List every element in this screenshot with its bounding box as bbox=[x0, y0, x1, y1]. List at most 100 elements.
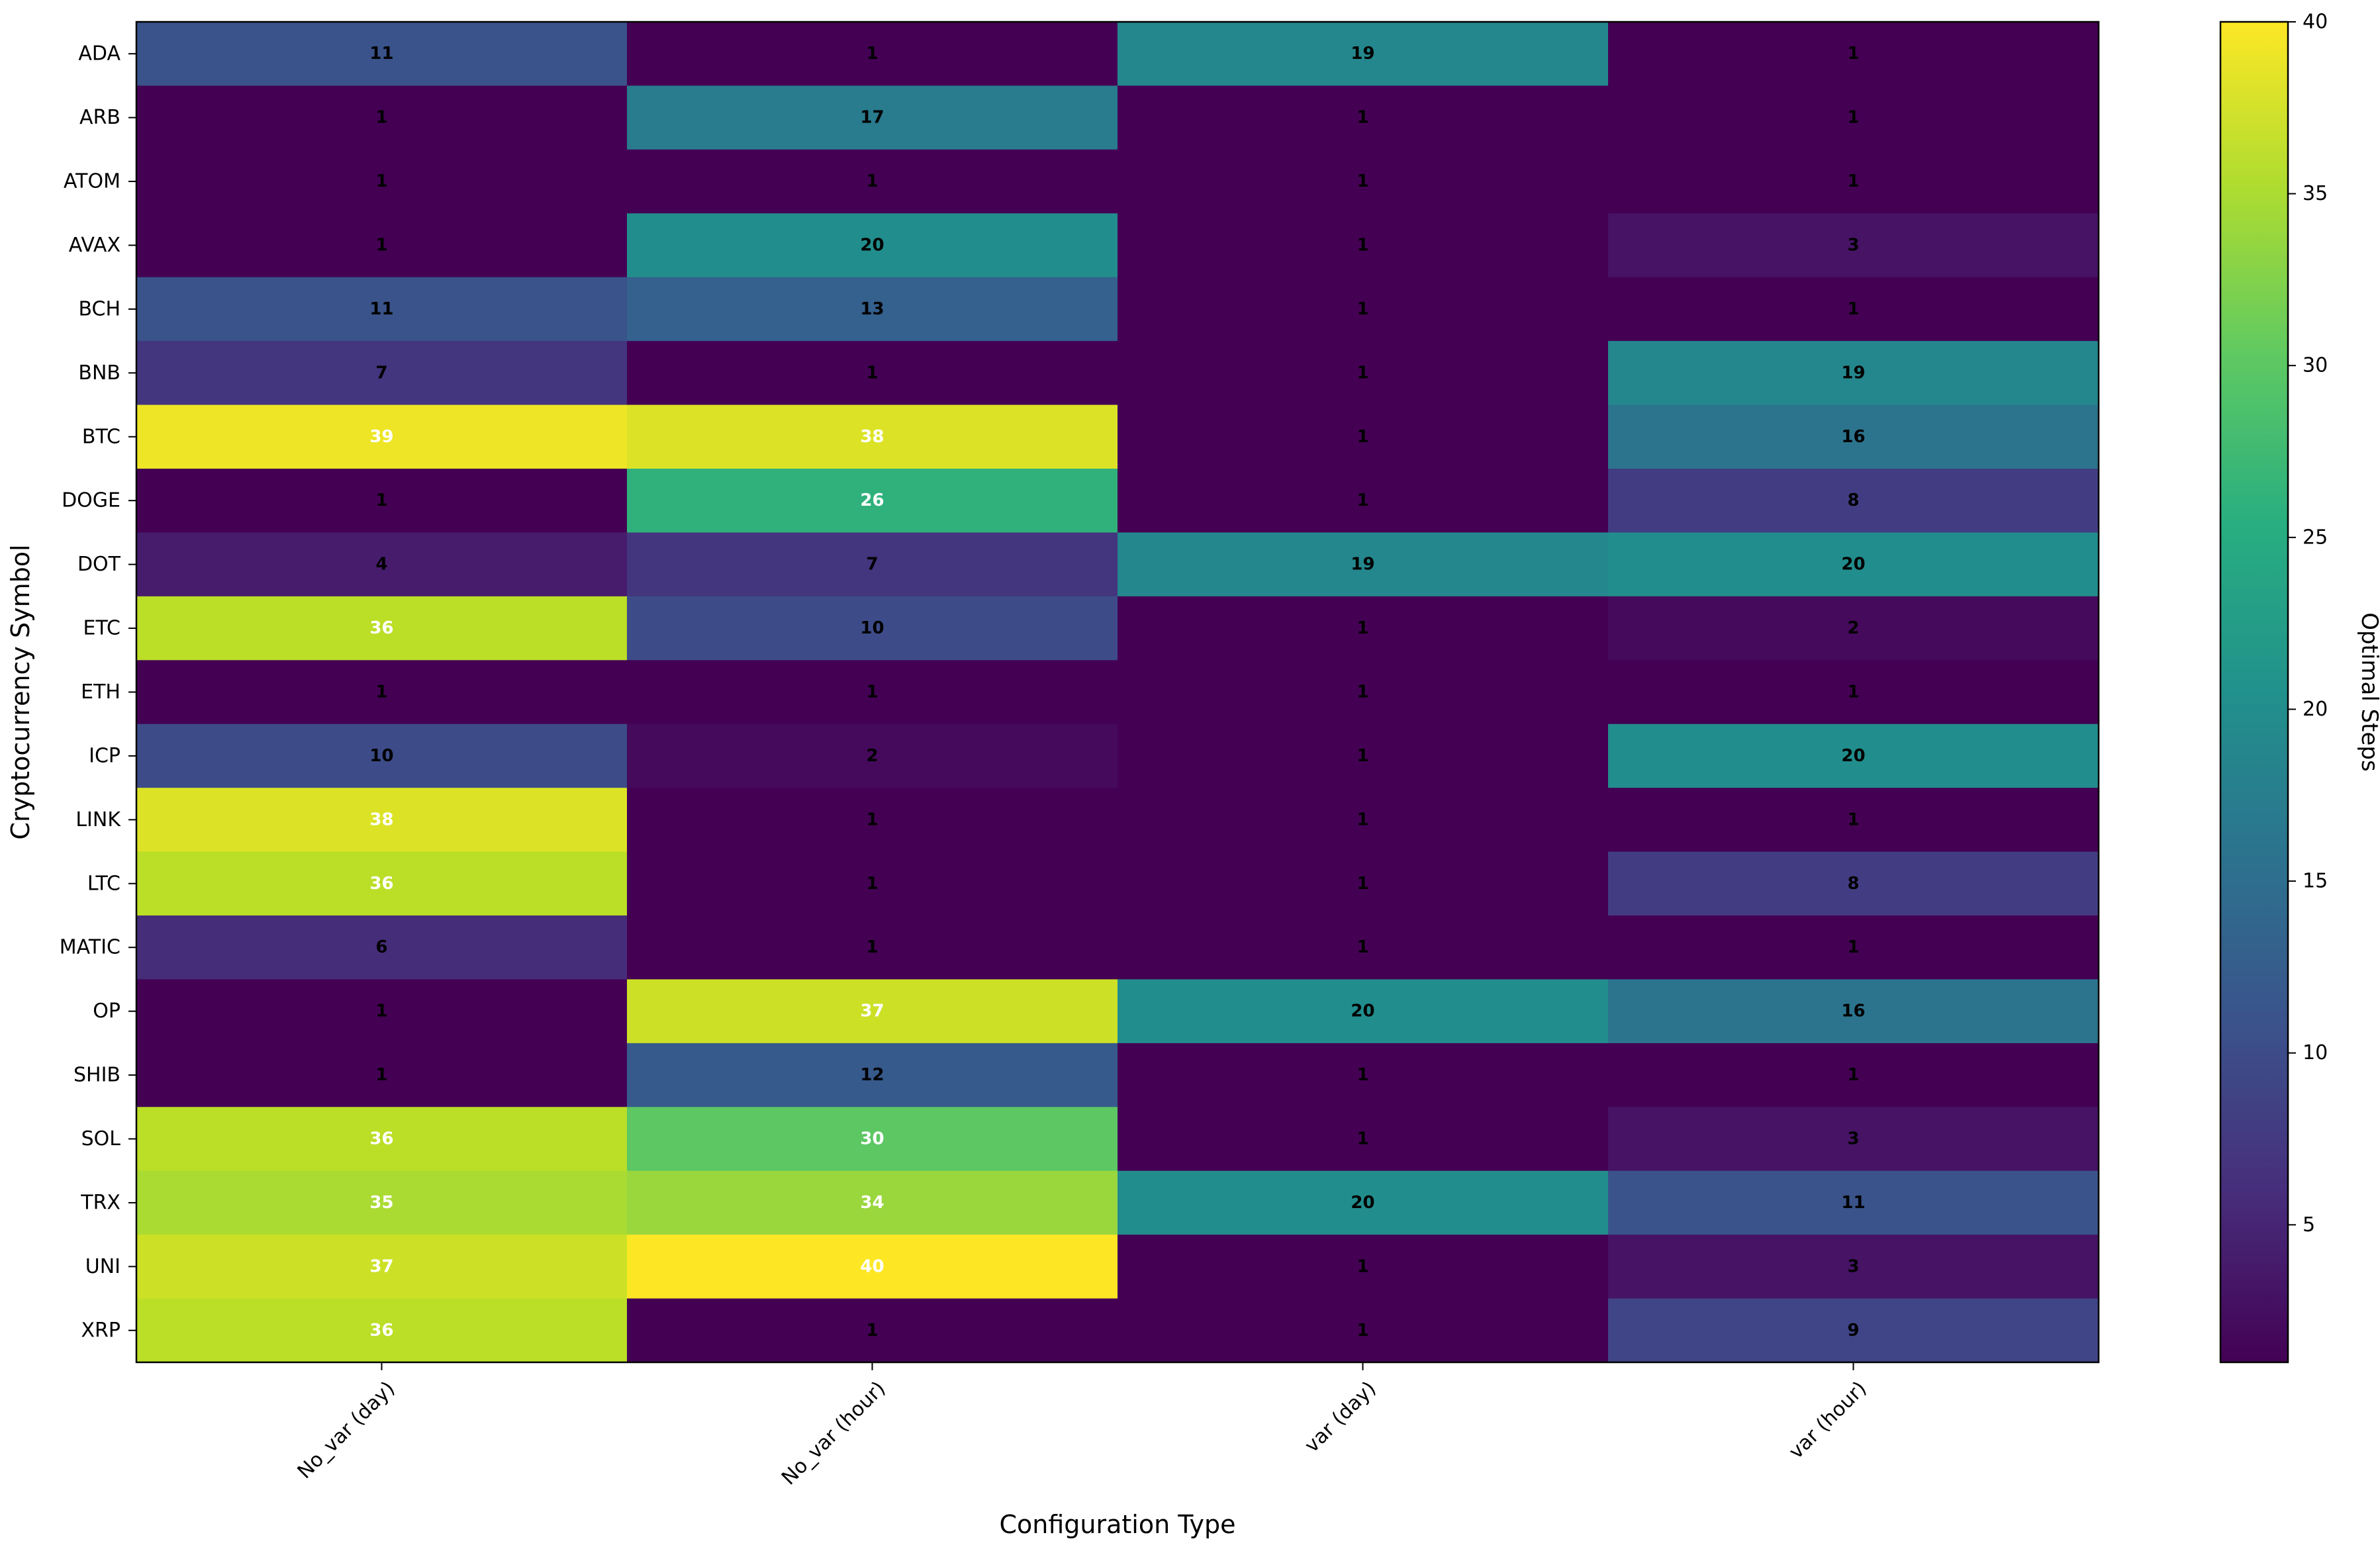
cell-value-label: 9 bbox=[1847, 1321, 1859, 1340]
cell-value-label: 39 bbox=[369, 427, 393, 447]
heatmap-cell bbox=[1118, 277, 1609, 342]
colorbar-tick-label: 20 bbox=[2303, 698, 2328, 721]
cell-value-label: 19 bbox=[1841, 363, 1865, 383]
cell-value-label: 1 bbox=[375, 682, 387, 702]
cell-value-label: 3 bbox=[1847, 236, 1859, 256]
heatmap-cell bbox=[1118, 979, 1609, 1044]
heatmap-cell bbox=[136, 1043, 628, 1107]
cell-value-label: 1 bbox=[1847, 810, 1859, 829]
cell-value-label: 1 bbox=[375, 1002, 387, 1021]
cell-value-label: 1 bbox=[866, 874, 878, 894]
cell-value-label: 1 bbox=[1847, 937, 1859, 957]
cell-value-label: 10 bbox=[369, 746, 393, 766]
heatmap-cell bbox=[627, 1043, 1118, 1107]
heatmap-cell bbox=[1118, 213, 1609, 278]
cell-value-label: 1 bbox=[1357, 1129, 1368, 1149]
cell-value-label: 40 bbox=[860, 1256, 884, 1276]
cell-value-label: 38 bbox=[860, 427, 884, 447]
cell-value-label: 1 bbox=[866, 44, 878, 64]
heatmap-cell bbox=[627, 532, 1118, 597]
heatmap-cell bbox=[136, 149, 628, 214]
cell-value-label: 3 bbox=[1847, 1129, 1859, 1149]
heatmap-cell bbox=[136, 979, 628, 1044]
cell-value-label: 7 bbox=[866, 555, 878, 575]
heatmap-cell bbox=[1118, 149, 1609, 214]
heatmap-cell bbox=[1608, 596, 2099, 661]
cell-value-label: 1 bbox=[1357, 171, 1368, 191]
y-tick-label: TRX bbox=[80, 1191, 120, 1214]
heatmap-cell bbox=[1608, 788, 2099, 853]
cell-value-label: 1 bbox=[1357, 810, 1368, 829]
heatmap-cell bbox=[136, 915, 628, 980]
cell-value-label: 1 bbox=[866, 363, 878, 383]
x-tick-label: var (hour) bbox=[1785, 1377, 1872, 1464]
heatmap-cell bbox=[627, 1170, 1118, 1235]
heatmap-cell bbox=[136, 788, 628, 853]
heatmap-cell bbox=[1608, 341, 2099, 406]
heatmap-cell bbox=[1608, 213, 2099, 278]
colorbar-tick-label: 30 bbox=[2303, 354, 2328, 377]
cell-value-label: 6 bbox=[375, 937, 387, 957]
y-tick-label: DOGE bbox=[62, 489, 120, 512]
cell-value-label: 1 bbox=[1847, 44, 1859, 64]
heatmap-cell bbox=[627, 788, 1118, 853]
heatmap-cell bbox=[1608, 1043, 2099, 1107]
cell-value-label: 2 bbox=[1847, 618, 1859, 638]
y-tick-label: BTC bbox=[82, 425, 120, 448]
cell-value-label: 1 bbox=[1357, 746, 1368, 766]
heatmap-cell bbox=[627, 404, 1118, 469]
cell-value-label: 36 bbox=[369, 618, 393, 638]
y-tick-label: AVAX bbox=[69, 234, 120, 257]
colorbar-tick-label: 40 bbox=[2303, 11, 2328, 34]
y-tick-label: BCH bbox=[78, 297, 120, 320]
x-tick-label: No_var (day) bbox=[293, 1377, 400, 1483]
cell-value-label: 1 bbox=[375, 1065, 387, 1085]
heatmap-cell bbox=[136, 660, 628, 725]
cell-value-label: 12 bbox=[860, 1065, 884, 1085]
y-tick-label: LINK bbox=[75, 808, 121, 831]
colorbar-tick-label: 15 bbox=[2303, 870, 2328, 893]
y-tick-label: ADA bbox=[78, 42, 120, 66]
heatmap-cell bbox=[136, 341, 628, 406]
heatmap-cell bbox=[1608, 1235, 2099, 1299]
cell-value-label: 20 bbox=[1351, 1002, 1374, 1021]
cell-value-label: 1 bbox=[866, 682, 878, 702]
heatmap-cell bbox=[627, 915, 1118, 980]
y-tick-label: SHIB bbox=[73, 1064, 120, 1087]
cell-value-label: 1 bbox=[1357, 874, 1368, 894]
x-tick-label: var (day) bbox=[1300, 1377, 1380, 1457]
heatmap-cell bbox=[1118, 1235, 1609, 1299]
cell-value-label: 20 bbox=[860, 236, 884, 256]
heatmap-cell bbox=[1608, 660, 2099, 725]
heatmap-cell bbox=[627, 1107, 1118, 1172]
cell-value-label: 1 bbox=[375, 236, 387, 256]
cell-value-label: 1 bbox=[866, 810, 878, 829]
heatmap-cell bbox=[1608, 1107, 2099, 1172]
heatmap-cell bbox=[1118, 724, 1609, 788]
heatmap-cell bbox=[1608, 149, 2099, 214]
heatmap-cell bbox=[1118, 788, 1609, 853]
cell-value-label: 1 bbox=[375, 108, 387, 128]
heatmap-cell bbox=[1118, 22, 1609, 87]
colorbar-tick-label: 10 bbox=[2303, 1041, 2328, 1064]
heatmap-cell bbox=[136, 1170, 628, 1235]
heatmap-cell bbox=[1118, 596, 1609, 661]
x-axis-label: Configuration Type bbox=[999, 1510, 1235, 1539]
heatmap-cell bbox=[627, 1298, 1118, 1363]
y-tick-label: ARB bbox=[79, 106, 120, 129]
heatmap-cell bbox=[1118, 341, 1609, 406]
heatmap-cell bbox=[1118, 851, 1609, 916]
cell-value-label: 1 bbox=[1847, 682, 1859, 702]
cell-value-label: 36 bbox=[369, 1321, 393, 1340]
heatmap-cell bbox=[136, 213, 628, 278]
heatmap-cell bbox=[136, 22, 628, 87]
cell-value-label: 1 bbox=[1847, 1065, 1859, 1085]
heatmap-cell bbox=[1118, 532, 1609, 597]
cell-value-label: 8 bbox=[1847, 491, 1859, 510]
heatmap-cell bbox=[1118, 1043, 1609, 1107]
heatmap-cell bbox=[1118, 404, 1609, 469]
heatmap-cell bbox=[136, 85, 628, 150]
cell-value-label: 1 bbox=[1357, 1321, 1368, 1340]
heatmap-cell bbox=[1608, 851, 2099, 916]
cell-value-label: 1 bbox=[1357, 363, 1368, 383]
